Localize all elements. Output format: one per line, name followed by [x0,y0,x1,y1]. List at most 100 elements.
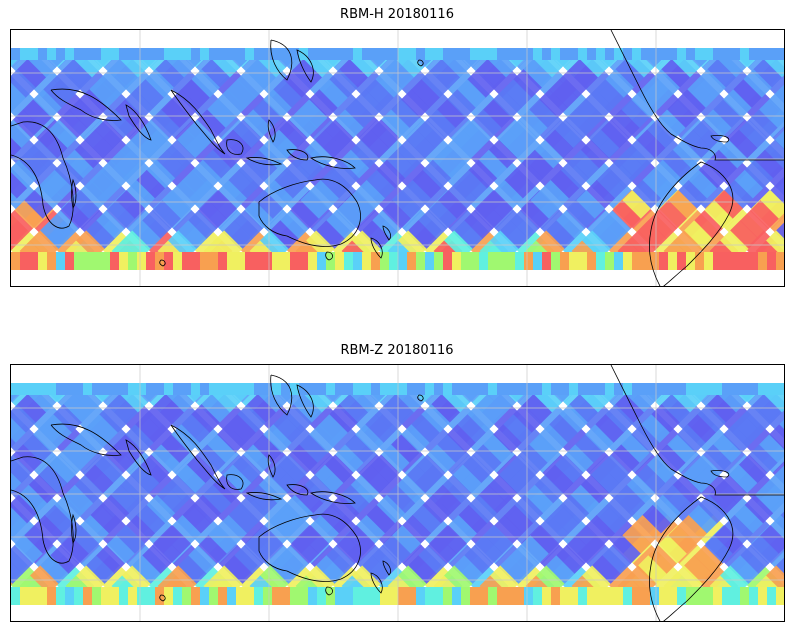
swath-cell [492,89,522,119]
swath-cell [636,129,666,159]
swath-cell [38,129,68,159]
swath-cell [306,159,336,189]
swath-cell [202,484,232,514]
swath-cell [104,444,134,474]
swath-cell [334,109,364,139]
swath-cell [128,252,138,270]
swath-cell [596,383,606,395]
swath-cell [729,555,759,585]
coastline [610,365,784,496]
swath-cell [76,494,106,524]
swath-cell [208,190,237,219]
swath-cell [682,129,712,159]
swath-cell [56,383,66,395]
swath-cell [44,169,74,199]
swath-cell [155,383,165,395]
swath-cell [606,494,636,524]
swath-cell [416,119,446,149]
swath-cell [518,444,548,474]
swath-cell [515,252,525,270]
swath-cell [536,159,566,189]
swath-cell [344,48,354,60]
swath-cell [462,119,492,149]
coastline [258,513,361,582]
swath-cell [504,504,534,534]
swath-cell [94,119,124,149]
swath-cell [688,504,718,534]
swath-cell [29,48,39,60]
swath-cell [95,545,125,575]
swath-cell [740,383,750,395]
swath-cell [128,383,138,395]
swath-cell [702,444,732,474]
swath-cell [576,525,605,554]
swath-cell [509,545,539,575]
swath-cell [524,48,534,60]
swath-cell [385,59,414,88]
swath-cell [20,587,30,605]
swath-cell [668,48,678,60]
swath-cell [74,252,84,270]
title-rbm-z: RBM-Z 20180116 [340,343,454,358]
swath-cell [407,48,417,60]
swath-cell [216,69,245,98]
swath-cell [498,129,528,159]
swath-cell [298,434,328,464]
swath-cell [306,494,336,524]
swath-cell [233,545,263,575]
swath-cell [559,69,588,98]
swath-cell [611,535,641,565]
swath-cell [587,383,597,395]
swath-cell [182,252,192,270]
swath-cell [196,444,226,474]
graticule [11,30,784,286]
swath-cell [406,129,436,159]
swath-cell [558,89,588,119]
swath-cell [605,69,634,98]
swath-cell [538,89,568,119]
swath-cell [604,424,634,454]
swath-cell [467,404,496,433]
swath-cell [128,48,138,60]
swath-cell [542,48,552,60]
coastline [286,149,309,161]
swath-cell [542,587,552,605]
swath-cell [11,210,33,240]
swath-cell [538,404,567,433]
swath-cell [222,464,252,494]
swath-cell [283,69,312,98]
swath-cell [314,129,344,159]
swath-cell [170,404,199,433]
swath-cell [364,414,394,444]
swath-cell [145,69,174,98]
swath-cell [262,424,292,454]
swath-cell [704,587,714,605]
swath-cell [692,454,722,484]
swath-cell [509,210,539,240]
swath-cell [574,434,604,464]
swath-cell [329,69,358,98]
swath-cell [722,48,732,60]
swath-cell [13,535,43,565]
swath-cell [576,190,605,219]
swath-cell [713,383,723,395]
swath-cell [164,252,174,270]
swath-cell [425,252,435,270]
swath-cell [748,109,778,139]
swath-cell [652,159,682,189]
swath-cell [695,383,705,395]
swath-cell [499,555,529,585]
swath-cell [354,404,383,433]
swath-cell [542,383,552,395]
swath-cell [308,404,337,433]
swath-cell [698,159,728,189]
swath-cell [659,48,669,60]
swath-cell [695,587,705,605]
swath-cell [622,190,651,219]
swath-cell [289,535,319,565]
swath-cell [650,383,660,395]
swath-cell [145,404,174,433]
swath-cell [56,48,66,60]
swath-cell [237,404,266,433]
swath-cell [466,424,496,454]
